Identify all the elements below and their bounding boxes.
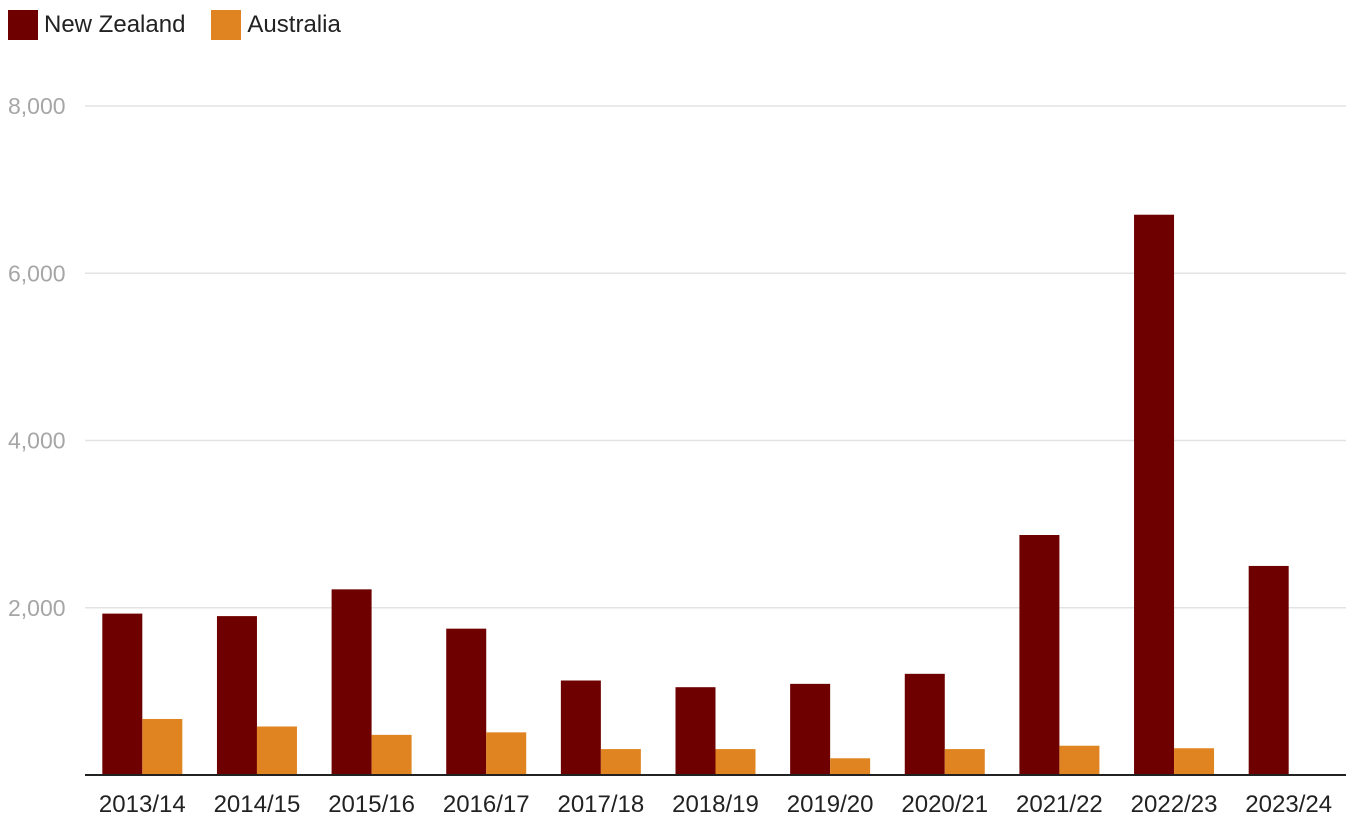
x-tick-label: 2020/21 <box>901 791 988 816</box>
bar-new-zealand <box>675 687 716 775</box>
bar-australia <box>142 718 183 775</box>
legend-swatch-australia <box>211 10 242 40</box>
bar-australia <box>256 726 297 775</box>
bar-new-zealand <box>102 613 143 775</box>
x-tick-label: 2022/23 <box>1131 791 1218 816</box>
y-tick-label: 8,000 <box>8 93 66 119</box>
legend-item-new-zealand: New Zealand <box>8 10 185 40</box>
bar-new-zealand <box>446 628 487 775</box>
legend-item-australia: Australia <box>211 10 341 40</box>
x-tick-label: 2015/16 <box>328 791 415 816</box>
x-tick-label: 2013/14 <box>99 791 186 816</box>
bar-new-zealand <box>560 680 601 775</box>
bar-australia <box>486 732 527 775</box>
y-tick-label: 4,000 <box>8 428 66 454</box>
bar-australia <box>371 734 412 775</box>
y-tick-label: 2,000 <box>8 595 66 621</box>
x-tick-label: 2021/22 <box>1016 791 1103 816</box>
x-tick-label: 2016/17 <box>443 791 530 816</box>
bar-australia <box>600 749 641 775</box>
bar-new-zealand <box>1134 214 1175 775</box>
legend: New Zealand Australia <box>8 10 367 40</box>
bar-australia <box>715 749 756 775</box>
x-tick-label: 2018/19 <box>672 791 759 816</box>
x-tick-label: 2023/24 <box>1245 791 1332 816</box>
bar-new-zealand <box>331 589 372 775</box>
legend-label-australia: Australia <box>247 11 341 38</box>
bar-new-zealand <box>1019 534 1060 775</box>
bar-australia <box>1174 748 1215 775</box>
bar-australia <box>944 749 985 775</box>
bar-australia <box>830 758 871 775</box>
bar-new-zealand <box>790 683 831 775</box>
bar-new-zealand <box>216 616 257 775</box>
bar-new-zealand <box>904 673 945 775</box>
y-tick-label: 6,000 <box>8 260 66 286</box>
x-tick-label: 2017/18 <box>557 791 644 816</box>
x-tick-label: 2019/20 <box>787 791 874 816</box>
bar-new-zealand <box>1248 565 1289 775</box>
legend-swatch-new-zealand <box>8 10 38 40</box>
x-tick-label: 2014/15 <box>214 791 301 816</box>
bar-australia <box>1059 745 1100 775</box>
legend-label-new-zealand: New Zealand <box>44 11 186 38</box>
